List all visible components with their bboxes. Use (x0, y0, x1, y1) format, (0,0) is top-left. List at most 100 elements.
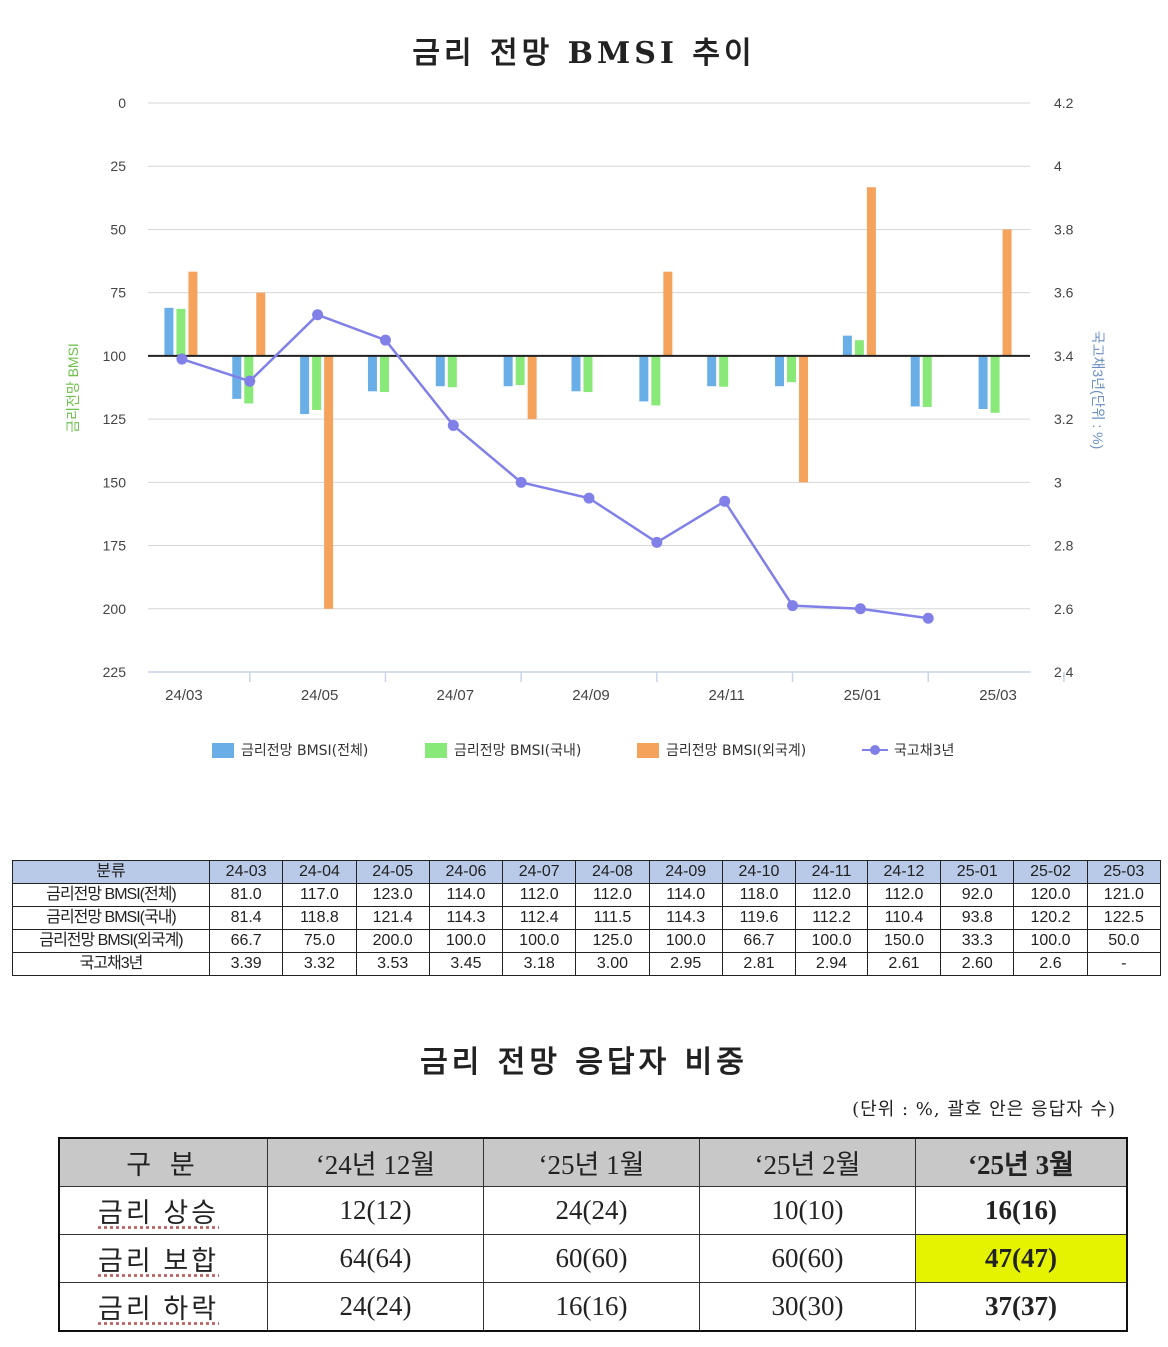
data-table-cell: 2.81 (721, 952, 797, 976)
point-ktb3y (176, 353, 188, 365)
response-row: 금리 하락 24(24) 16(16) 30(30) 37(37) (58, 1282, 1128, 1332)
data-table-cell: 150.0 (866, 929, 942, 953)
data-table-col-header: 25-01 (940, 860, 1015, 884)
data-table-col-header: 24-05 (355, 860, 430, 884)
data-table-cell: 100.0 (795, 929, 868, 953)
data-table-row: 금리전망 BMSI(외국계) 66.7 75.0 200.0 100.0 100.0 125… (12, 929, 1162, 953)
data-table-cell: 66.7 (721, 929, 797, 953)
data-table-cell: 2.6 (1013, 952, 1088, 976)
point-ktb3y (787, 600, 799, 612)
bar-domestic (312, 355, 322, 411)
point-ktb3y (312, 309, 324, 321)
data-table-cell: 93.8 (940, 906, 1015, 930)
legend-label-domestic: 금리전망 BMSI(국내) (454, 743, 582, 759)
point-ktb3y (244, 375, 256, 387)
data-table-cell: 3.00 (575, 952, 650, 976)
right-tick-label: 3.6 (1054, 285, 1074, 301)
response-header-col-current: ‘25년 3월 (915, 1137, 1128, 1187)
data-table-cell: 81.0 (208, 883, 284, 907)
data-table-cell: 112.2 (795, 906, 868, 930)
bar-domestic (447, 355, 457, 388)
data-table-cell: 121.0 (1086, 883, 1162, 907)
legend-swatch-foreign (637, 742, 659, 758)
left-tick-label: 125 (103, 411, 127, 427)
x-tick-label: 24/09 (572, 687, 610, 704)
data-table-cell: 123.0 (355, 883, 430, 907)
bar-total (639, 355, 649, 402)
left-tick-label: 225 (103, 664, 127, 680)
response-row-label: 금리 하락 (58, 1282, 268, 1332)
legend-item-total: 금리전망 BMSI(전체) (212, 740, 368, 760)
data-table-cell: 100.0 (428, 929, 504, 953)
data-table-row-label: 국고채3년 (12, 952, 210, 976)
data-table-cell: 75.0 (282, 929, 357, 953)
left-tick-label: 100 (103, 348, 127, 364)
bar-foreign (527, 355, 537, 420)
right-tick-label: 3.2 (1054, 411, 1074, 427)
bar-domestic (922, 355, 932, 407)
bar-domestic (176, 308, 186, 356)
response-cell: 12(12) (267, 1186, 484, 1235)
data-table-cell: 200.0 (355, 929, 430, 953)
data-table-col-header: 24-10 (721, 860, 797, 884)
bar-total (842, 335, 852, 356)
point-ktb3y (447, 419, 459, 431)
line-ktb3y (181, 313, 929, 620)
bar-total (910, 355, 920, 407)
x-tick-label: 25/01 (844, 687, 882, 704)
data-table-col-header: 24-12 (866, 860, 942, 884)
response-cell-current: 37(37) (915, 1282, 1128, 1332)
point-ktb3y (515, 476, 527, 488)
left-tick-label: 200 (103, 601, 127, 617)
legend-label-ktb3y: 국고채3년 (894, 743, 955, 759)
bar-total (300, 355, 310, 415)
chart-title: 금리 전망 BMSI 추이 (412, 36, 756, 71)
right-tick-label: 4.2 (1054, 95, 1074, 111)
response-cell: 60(60) (483, 1234, 700, 1283)
bar-foreign (799, 355, 809, 483)
legend-swatch-domestic (425, 742, 447, 758)
legend-label-total: 금리전망 BMSI(전체) (241, 743, 369, 759)
bar-total (775, 355, 785, 387)
bar-total (503, 355, 513, 387)
data-table-cell: 81.4 (208, 906, 284, 930)
right-tick-label: 3.4 (1054, 348, 1074, 364)
data-table-cell: 121.4 (355, 906, 430, 930)
response-table: 구 분 ‘24년 12월 ‘25년 1월 ‘25년 2월 ‘25년 3월 금리 … (58, 1137, 1128, 1332)
legend-marker-ktb3y (862, 744, 888, 756)
bar-foreign (1002, 229, 1012, 356)
data-table-cell: 112.0 (795, 883, 868, 907)
bar-domestic (719, 355, 729, 387)
right-axis-title: 국고채3년(단위 : %) (1090, 331, 1106, 450)
right-tick-label: 4 (1054, 158, 1062, 174)
data-table-cell: 114.0 (648, 883, 723, 907)
data-table-cell: 120.2 (1013, 906, 1088, 930)
data-table-cell: 110.4 (866, 906, 942, 930)
unit-note: (단위 : %, 괄호 안은 응답자 수) (852, 1099, 1116, 1120)
data-table-header: 분류 24-03 24-04 24-05 24-06 24-07 24-08 24-09 24… (12, 860, 1162, 884)
data-table-cell: 114.3 (648, 906, 723, 930)
data-table-cell: 3.32 (282, 952, 357, 976)
bar-foreign (256, 292, 266, 356)
data-table: 분류 24-03 24-04 24-05 24-06 24-07 24-08 24-09 24… (12, 860, 1162, 976)
response-title: 금리 전망 응답자 비중 (420, 1045, 748, 1080)
bar-total (367, 355, 377, 392)
data-table-header-label: 분류 (12, 860, 210, 884)
bar-domestic (379, 355, 389, 393)
left-tick-label: 0 (118, 95, 126, 111)
response-header-row: 구 분 ‘24년 12월 ‘25년 1월 ‘25년 2월 ‘25년 3월 (58, 1137, 1128, 1187)
data-table-cell: 2.95 (648, 952, 723, 976)
response-row-label-text: 금리 상승 (98, 1198, 220, 1228)
bar-domestic (854, 340, 864, 356)
data-table-cell: 114.0 (428, 883, 504, 907)
data-table-row-label: 금리전망 BMSI(외국계) (12, 929, 210, 953)
response-row: 금리 보합 64(64) 60(60) 60(60) 47(47) (58, 1234, 1128, 1283)
bar-domestic (583, 355, 593, 393)
data-table-cell: 112.0 (575, 883, 650, 907)
left-tick-label: 50 (110, 221, 126, 237)
legend-item-foreign: 금리전망 BMSI(외국계) (637, 740, 806, 760)
bar-domestic (990, 355, 1000, 413)
data-table-row-label: 금리전망 BMSI(전체) (12, 883, 210, 907)
response-cell: 16(16) (483, 1282, 700, 1332)
point-ktb3y (651, 536, 663, 548)
